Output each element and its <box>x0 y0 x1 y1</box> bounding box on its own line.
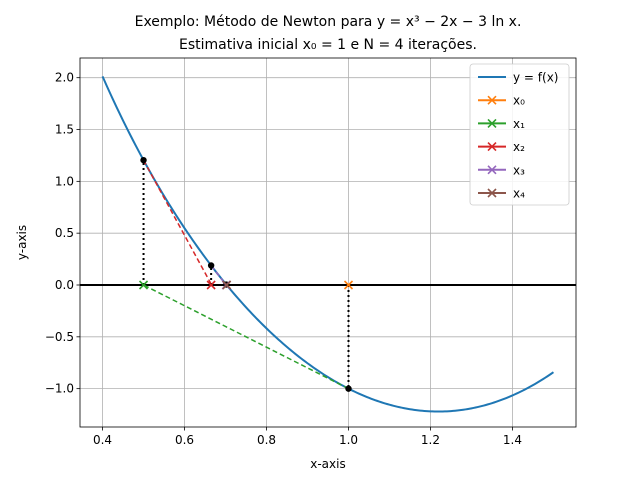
x-tick-label: 0.6 <box>175 433 194 447</box>
legend-marker <box>487 118 497 128</box>
marker-stroke <box>222 280 232 290</box>
y-tick-label: 1.5 <box>55 123 74 137</box>
y-tick-label: 2.0 <box>55 71 74 85</box>
y-tick-label: −0.5 <box>45 330 74 344</box>
marker-stroke <box>138 280 149 290</box>
legend-marker <box>487 95 497 105</box>
x-tick-label: 0.8 <box>257 433 276 447</box>
chart-title-line-2: Estimativa inicial x₀ = 1 e N = 4 iteraç… <box>179 37 477 53</box>
x-axis-label: x-axis <box>310 457 345 471</box>
legend-label: x₂ <box>513 140 525 154</box>
legend-marker <box>487 142 497 152</box>
y-tick-label: 0.0 <box>55 278 74 292</box>
legend-box <box>469 63 570 206</box>
plot-frame <box>79 57 577 428</box>
iterate-marker <box>222 280 232 290</box>
marker-stroke <box>487 118 497 128</box>
marker-stroke <box>343 280 354 290</box>
legend-marker <box>487 188 497 198</box>
x-tick-label: 1.2 <box>421 433 440 447</box>
tangent-line <box>143 284 349 390</box>
y-tick-label: −1.0 <box>45 382 74 396</box>
marker-stroke <box>487 188 497 198</box>
curve-point <box>345 385 352 392</box>
function-curve <box>101 75 555 413</box>
marker-stroke <box>487 95 497 105</box>
legend-marker <box>487 165 497 175</box>
marker-stroke <box>206 280 216 290</box>
y-ticks: −1.0 −0.5 0.0 0.5 1.0 1.5 2.0 <box>45 71 80 396</box>
iterate-marker <box>138 280 149 290</box>
legend-label: x₀ <box>513 94 525 108</box>
y-tick-label: 0.5 <box>55 226 74 240</box>
x-tick-label: 1.4 <box>503 433 522 447</box>
x-tick-label: 1.0 <box>339 433 358 447</box>
iterate-marker <box>343 280 354 290</box>
x-tick-label: 0.4 <box>93 433 112 447</box>
legend-label: y = f(x) <box>513 71 558 85</box>
iterate-marker <box>206 280 216 290</box>
legend: y = f(x) x₀ x₁ x₂ x₃ x₄ <box>469 63 570 206</box>
y-tick-label: 1.0 <box>55 174 74 188</box>
y-axis-label: y-axis <box>15 225 29 260</box>
curve-point <box>140 156 147 164</box>
legend-label: x₁ <box>513 117 525 131</box>
plot-area <box>80 75 576 413</box>
x-ticks: 0.4 0.6 0.8 1.0 1.2 1.4 <box>93 427 522 447</box>
curve-point <box>207 262 215 269</box>
marker-stroke <box>487 165 497 175</box>
marker-stroke <box>487 142 497 152</box>
legend-label: x₄ <box>513 187 525 201</box>
chart-title-line-1: Exemplo: Método de Newton para y = x³ − … <box>135 14 522 30</box>
legend-label: x₃ <box>513 163 525 177</box>
